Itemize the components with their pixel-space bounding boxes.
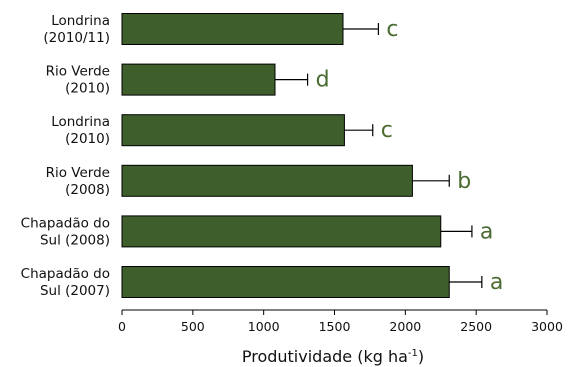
x-tick-label-1: 500 xyxy=(181,319,205,334)
error-bars-group xyxy=(275,23,483,288)
category-label-2-line2: (2010) xyxy=(65,131,110,147)
category-label-5-line1: Chapadão do xyxy=(21,266,110,282)
category-label-1-line1: Rio Verde xyxy=(46,64,110,80)
category-label-3-line1: Rio Verde xyxy=(46,165,110,181)
x-axis-title-end: ) xyxy=(418,347,424,366)
bar-0 xyxy=(121,13,344,45)
significance-letter-4: a xyxy=(480,219,493,244)
bars-group xyxy=(121,13,450,298)
x-axis-title-main: Produtividade (kg ha xyxy=(242,347,408,366)
x-axis-title-superscript: -1 xyxy=(408,348,418,359)
category-label-2-line1: Londrina xyxy=(51,114,110,130)
category-label-0-line2: (2010/11) xyxy=(43,30,110,46)
category-labels-group: Londrina(2010/11)Rio Verde(2010)Londrina… xyxy=(21,13,110,299)
significance-letter-5: a xyxy=(490,270,503,295)
bar-5 xyxy=(121,266,450,298)
significance-letter-0: c xyxy=(386,17,398,42)
bar-3 xyxy=(121,164,413,197)
x-axis-title: Produtividade (kg ha-1) xyxy=(242,347,424,366)
significance-letter-1: d xyxy=(316,68,330,93)
bar-2 xyxy=(121,114,345,147)
x-tick-label-5: 2500 xyxy=(460,319,492,334)
significance-letter-3: b xyxy=(457,169,471,194)
category-label-4-line1: Chapadão do xyxy=(21,215,110,231)
x-tick-label-3: 1500 xyxy=(319,319,351,334)
category-label-1-line2: (2010) xyxy=(65,81,110,97)
x-axis: 0 500 1000 1500 2000 2500 3000 xyxy=(118,309,563,334)
x-tick-label-6: 3000 xyxy=(531,319,563,334)
bar-4 xyxy=(121,215,442,248)
x-tick-label-4: 2000 xyxy=(389,319,421,334)
category-label-4-line2: Sul (2008) xyxy=(40,232,110,248)
category-label-0-line1: Londrina xyxy=(51,13,110,29)
category-label-5-line2: Sul (2007) xyxy=(40,283,110,299)
significance-letter-2: c xyxy=(381,118,393,143)
category-label-3-line2: (2008) xyxy=(65,182,110,198)
x-tick-label-2: 1000 xyxy=(248,319,280,334)
x-tick-label-0: 0 xyxy=(118,319,126,334)
bar-1 xyxy=(121,63,276,96)
